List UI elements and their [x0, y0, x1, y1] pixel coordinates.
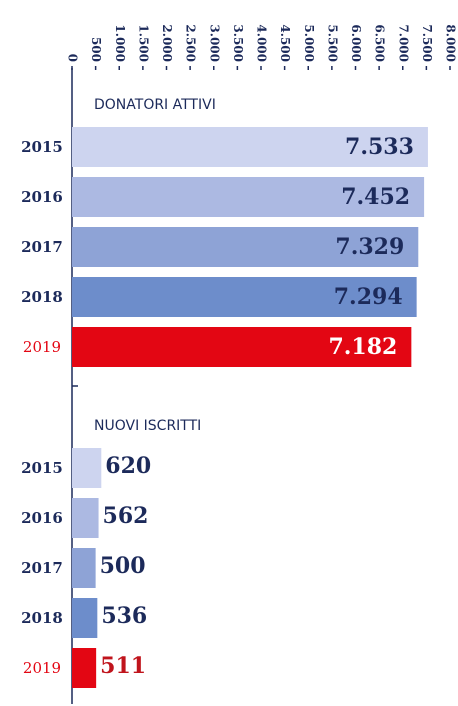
y-tick-label: 2018: [21, 288, 63, 306]
y-tick-label: 2015: [21, 138, 63, 156]
y-tick-label: 2015: [21, 459, 63, 477]
data-label: 511: [100, 653, 146, 679]
x-tick-label: 2.500: [184, 24, 198, 62]
bar: [72, 277, 417, 317]
x-tick-label: 1.500: [136, 24, 150, 62]
data-label: 620: [105, 453, 151, 479]
x-tick-label: 8.000: [444, 24, 458, 62]
bar: [72, 127, 428, 167]
bar: [72, 327, 412, 367]
data-label: 7.182: [328, 334, 397, 360]
x-tick-label: 6.500: [373, 24, 387, 62]
y-tick-label: 2019: [23, 659, 61, 677]
data-label: 7.294: [334, 284, 403, 310]
bar: [72, 548, 96, 588]
x-tick-label: 500: [89, 37, 103, 62]
series-header: NUOVI ISCRITTI: [94, 418, 201, 434]
y-tick-label: 2019: [23, 338, 61, 356]
x-tick-label: 4.500: [278, 24, 292, 62]
x-tick-label: 6.000: [349, 24, 363, 62]
data-label: 7.533: [345, 134, 414, 160]
y-tick-label: 2017: [21, 238, 63, 256]
data-label: 7.329: [335, 234, 404, 260]
data-label: 536: [101, 603, 147, 629]
x-tick-label: 2.000: [160, 24, 174, 62]
bar: [72, 448, 102, 488]
bar: [72, 598, 98, 638]
y-tick-label: 2016: [21, 509, 63, 527]
bar: [72, 648, 97, 688]
y-tick-label: 2018: [21, 609, 63, 627]
bar: [72, 227, 419, 267]
bar: [72, 177, 425, 217]
x-tick-label: 3.500: [231, 24, 245, 62]
data-label: 7.452: [341, 184, 410, 210]
x-tick-label: 4.000: [255, 24, 269, 62]
y-tick-label: 2016: [21, 188, 63, 206]
x-tick-label: 3.000: [207, 24, 221, 62]
x-tick-label: 0: [66, 54, 80, 62]
x-tick-label: 1.000: [113, 24, 127, 62]
series-header: DONATORI ATTIVI: [94, 97, 216, 113]
x-tick-label: 7.500: [420, 24, 434, 62]
data-label: 500: [100, 553, 146, 579]
x-tick-label: 7.000: [396, 24, 410, 62]
data-label: 562: [103, 503, 149, 529]
bar: [72, 498, 99, 538]
x-tick-label: 5.000: [302, 24, 316, 62]
x-tick-label: 5.500: [325, 24, 339, 62]
y-tick-label: 2017: [21, 559, 63, 577]
